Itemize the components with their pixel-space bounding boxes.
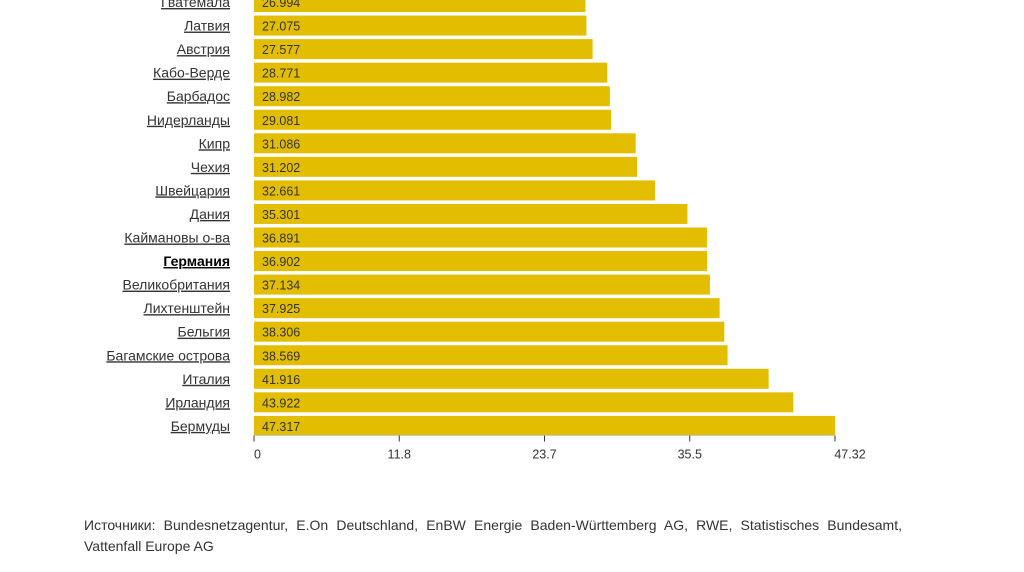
bar-13 [254,298,720,319]
category-label-13[interactable]: Лихтенштейн [144,300,230,316]
category-label-16[interactable]: Италия [182,371,230,387]
category-labels: Гватемала Латвия Австрия Кабо-Верде Барбадос… [106,0,230,434]
value-label-16: 41.916 [262,373,300,387]
bar-9 [254,203,688,224]
bar-10 [254,227,707,248]
bar-6 [254,133,636,154]
bar-1 [254,15,587,36]
category-label-12[interactable]: Великобритания [122,277,230,293]
value-label-1: 27.075 [262,20,300,34]
category-label-5[interactable]: Нидерланды [147,112,230,128]
bar-11 [254,251,708,272]
value-label-3: 28.771 [262,67,300,81]
category-label-8[interactable]: Швейцария [155,182,230,198]
category-label-2[interactable]: Австрия [177,41,230,57]
x-tick-label-2: 23.7 [532,447,556,461]
value-labels: 26.994 27.075 27.577 28.771 28.982 29.081 31.0… [262,0,300,434]
bar-14 [254,321,725,342]
value-label-10: 36.891 [262,232,300,246]
category-label-15[interactable]: Багамские острова [106,347,230,363]
value-label-9: 35.301 [262,208,300,222]
bar-8 [254,180,656,201]
bar-7 [254,156,638,177]
category-label-1[interactable]: Латвия [184,18,230,34]
category-label-17[interactable]: Ирландия [165,394,230,410]
value-label-17: 43.922 [262,396,300,410]
value-label-14: 38.306 [262,326,300,340]
x-tick-label-0: 0 [254,447,261,461]
value-label-18: 47.317 [262,420,300,434]
value-label-4: 28.982 [262,90,300,104]
bar-chart: Гватемала Латвия Австрия Кабо-Верде Барбадос… [106,0,866,461]
bar-2 [254,39,593,60]
category-label-4[interactable]: Барбадос [167,88,230,104]
bar-12 [254,274,710,295]
value-label-8: 32.661 [262,184,300,198]
category-label-18[interactable]: Бермуды [171,418,230,434]
x-tick-label-4: 47.32 [834,447,865,461]
bar-4 [254,86,610,107]
value-label-2: 27.577 [262,43,300,57]
bar-17 [254,392,794,413]
bar-0 [254,0,586,12]
value-label-0: 26.994 [262,0,300,10]
bar-18 [254,415,835,436]
x-tick-label-3: 35.5 [678,447,702,461]
category-label-7[interactable]: Чехия [191,159,230,175]
value-label-15: 38.569 [262,349,300,363]
value-label-12: 37.134 [262,279,300,293]
x-tick-label-1: 11.8 [388,447,411,461]
bar-16 [254,368,769,389]
bar-15 [254,345,728,366]
category-label-6[interactable]: Кипр [199,135,231,151]
sources-note: Источники: Bundesnetzagentur, E.On Deuts… [84,517,902,554]
bars-layer [254,0,835,436]
value-label-5: 29.081 [262,114,300,128]
x-axis: 0 11.8 23.7 35.5 47.32 [253,434,866,461]
bar-3 [254,62,608,83]
category-label-3[interactable]: Кабо-Верде [153,65,230,81]
value-label-13: 37.925 [262,302,300,316]
category-label-9[interactable]: Дания [190,206,230,222]
value-label-7: 31.202 [262,161,300,175]
category-label-0[interactable]: Гватемала [161,0,230,10]
value-label-6: 31.086 [262,137,300,151]
category-label-11[interactable]: Германия [163,253,230,269]
category-label-10[interactable]: Каймановы о-ва [124,230,230,246]
bar-5 [254,109,612,130]
value-label-11: 36.902 [262,255,300,269]
category-label-14[interactable]: Бельгия [178,324,230,340]
